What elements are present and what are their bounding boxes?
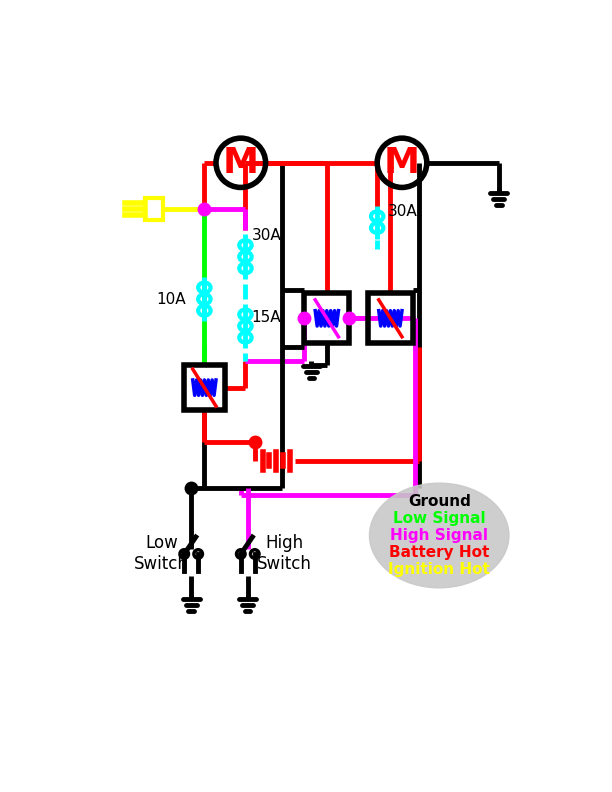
Bar: [144, 198, 163, 219]
Bar: [184, 365, 225, 410]
Text: Ignition Hot: Ignition Hot: [388, 562, 490, 577]
Text: M: M: [223, 146, 259, 180]
Ellipse shape: [370, 483, 509, 588]
Text: 10A: 10A: [156, 291, 186, 307]
Text: High Signal: High Signal: [390, 528, 488, 543]
Text: Battery Hot: Battery Hot: [389, 545, 490, 560]
Text: Ground: Ground: [408, 494, 471, 509]
Text: 30A: 30A: [388, 204, 418, 219]
Bar: [368, 293, 413, 344]
Text: 30A: 30A: [252, 228, 282, 243]
Text: Low
Switch: Low Switch: [134, 534, 189, 573]
Text: High
Switch: High Switch: [257, 534, 312, 573]
Text: 15A: 15A: [252, 310, 282, 326]
Text: M: M: [384, 146, 420, 180]
Bar: [304, 293, 349, 344]
Text: Low Signal: Low Signal: [393, 511, 485, 526]
